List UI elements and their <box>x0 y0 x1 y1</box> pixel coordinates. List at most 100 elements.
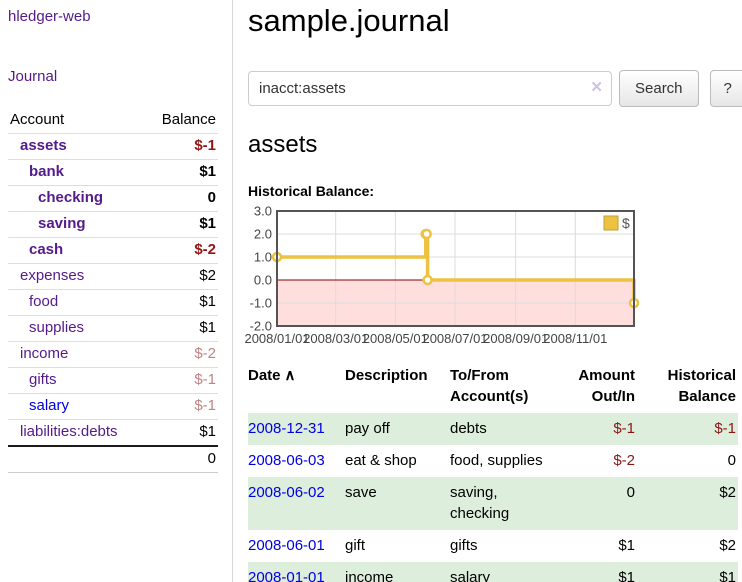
account-link[interactable]: liabilities:debts <box>20 423 118 440</box>
transaction-balance: 0 <box>727 452 736 469</box>
register-row: 2008-06-01 gift gifts $1 $2 <box>248 530 738 562</box>
legend-swatch <box>603 215 619 231</box>
account-link[interactable]: saving <box>38 215 86 232</box>
account-link[interactable]: cash <box>29 241 64 258</box>
account-link[interactable]: supplies <box>29 319 85 336</box>
accounts-header-account: Account <box>10 111 65 128</box>
help-button[interactable]: ? <box>709 70 742 107</box>
data-point-marker <box>422 274 433 286</box>
register-header-balance: Historical Balance <box>667 367 736 405</box>
nav-journal: Journal <box>8 68 218 86</box>
chart-label: Historical Balance: <box>248 183 375 199</box>
account-link[interactable]: assets <box>20 137 67 154</box>
accounts-total-value: 0 <box>145 445 218 473</box>
register-header-description: Description <box>345 367 428 384</box>
transaction-balance: $1 <box>643 562 738 582</box>
account-row: saving $1 <box>8 211 218 238</box>
account-balance: $-1 <box>145 367 218 394</box>
transaction-balance: $2 <box>719 537 736 554</box>
legend-label: $ <box>622 215 630 231</box>
accounts-table: Account Balance assets $-1 bank $1 checking 0… <box>8 108 218 473</box>
y-axis-tick-label: 1.0 <box>254 250 272 265</box>
register-row: 2008-01-01 income salary $1 $1 <box>248 562 738 582</box>
transaction-amount: $-1 <box>562 413 643 445</box>
transaction-amount: $1 <box>562 562 643 582</box>
account-balance: $1 <box>145 315 218 342</box>
account-row: food $1 <box>8 289 218 316</box>
transaction-amount: 0 <box>562 477 643 530</box>
sidebar: hledger-web Journal Account Balance asse… <box>0 0 233 582</box>
y-axis-tick-label: -2.0 <box>250 319 272 334</box>
account-balance: $-2 <box>145 237 218 264</box>
account-link[interactable]: checking <box>38 189 104 206</box>
transaction-date-link[interactable]: 2008-12-31 <box>248 420 325 437</box>
account-balance: $1 <box>145 159 218 186</box>
account-title: assets <box>248 131 318 158</box>
transaction-description: eat & shop <box>345 452 417 469</box>
account-balance: $1 <box>145 419 218 446</box>
transaction-amount: $-2 <box>613 452 635 469</box>
account-link[interactable]: food <box>29 293 59 310</box>
account-row: liabilities:debts $1 <box>8 419 218 446</box>
register-row: 2008-06-03 eat & shop food, supplies $-2 0 <box>248 445 738 477</box>
x-axis-tick-label: 2008/01/01 <box>244 331 309 346</box>
accounts-header-balance: Balance <box>161 111 216 128</box>
account-link[interactable]: bank <box>29 163 65 180</box>
chart-wrap: $3.0 2.0 1.0 0.0 -1.0 -2.0 2008/01/01 2008/03/0… <box>244 204 742 347</box>
transaction-accounts: food, supplies <box>450 452 543 469</box>
transaction-date-link[interactable]: 2008-06-03 <box>248 452 325 469</box>
account-row: supplies $1 <box>8 315 218 342</box>
transaction-date-link[interactable]: 2008-06-01 <box>248 537 325 554</box>
account-row: assets $-1 <box>8 133 218 160</box>
register-row: 2008-12-31 pay off debts $-1 $-1 <box>248 413 738 445</box>
register-header-row: Date ∧ Description To/From Account(s) Amo… <box>248 363 738 413</box>
register-header-date[interactable]: Date ∧ <box>248 363 345 413</box>
app-title-link[interactable]: hledger-web <box>8 8 91 25</box>
account-row: salary $-1 <box>8 393 218 420</box>
transaction-balance: $2 <box>643 477 738 530</box>
account-row: cash $-2 <box>8 237 218 264</box>
x-axis-tick-label: 2008/05/01 <box>363 331 428 346</box>
account-link[interactable]: expenses <box>20 267 85 284</box>
app-title: hledger-web <box>8 8 218 26</box>
sort-ascending-icon: ∧ <box>284 367 296 384</box>
date-header-label: Date <box>248 367 281 384</box>
register-table-body: 2008-12-31 pay off debts $-1 $-1 2008-06-03 ea… <box>248 413 738 582</box>
account-link[interactable]: gifts <box>29 371 57 388</box>
x-axis-tick-label: 2008/03/01 <box>303 331 368 346</box>
transaction-date-link[interactable]: 2008-06-02 <box>248 484 325 501</box>
account-balance: $1 <box>145 289 218 316</box>
journal-link[interactable]: Journal <box>8 68 58 85</box>
account-balance: $-2 <box>145 341 218 368</box>
plot-border <box>276 210 635 327</box>
account-link[interactable]: salary <box>29 397 70 414</box>
main-content: sample.journal ✕ Search ? assets Histori… <box>233 0 742 582</box>
account-link[interactable]: income <box>20 345 69 362</box>
transaction-description: pay off <box>345 413 450 445</box>
y-axis-tick-label: -1.0 <box>250 296 272 311</box>
transaction-date-link[interactable]: 2008-01-01 <box>248 569 325 582</box>
transaction-accounts: saving, checking <box>450 477 562 530</box>
account-balance: $-1 <box>145 133 218 160</box>
search-button[interactable]: Search <box>619 70 699 107</box>
register-row: 2008-06-02 save saving, checking 0 $2 <box>248 477 738 530</box>
transaction-accounts: salary <box>450 562 562 582</box>
account-balance: 0 <box>145 185 218 212</box>
clear-search-icon[interactable]: ✕ <box>590 79 603 96</box>
transaction-description: gift <box>345 537 366 554</box>
data-point-marker <box>421 228 432 240</box>
x-axis-tick-label: 2008/11/01 <box>543 331 607 346</box>
transaction-accounts: gifts <box>450 537 478 554</box>
historical-balance-chart: $3.0 2.0 1.0 0.0 -1.0 -2.02008/01/012008/03/0… <box>244 204 640 346</box>
x-axis-tick-label: 2008/07/01 <box>422 331 487 346</box>
accounts-total-spacer <box>8 445 146 473</box>
account-row: income $-2 <box>8 341 218 368</box>
account-row: gifts $-1 <box>8 367 218 394</box>
account-balance: $2 <box>145 263 218 290</box>
register-table: Date ∧ Description To/From Account(s) Amo… <box>248 363 738 582</box>
account-balance: $1 <box>145 211 218 238</box>
y-axis-tick-label: 2.0 <box>254 227 272 242</box>
account-row: expenses $2 <box>8 263 218 290</box>
search-input[interactable] <box>248 71 612 106</box>
